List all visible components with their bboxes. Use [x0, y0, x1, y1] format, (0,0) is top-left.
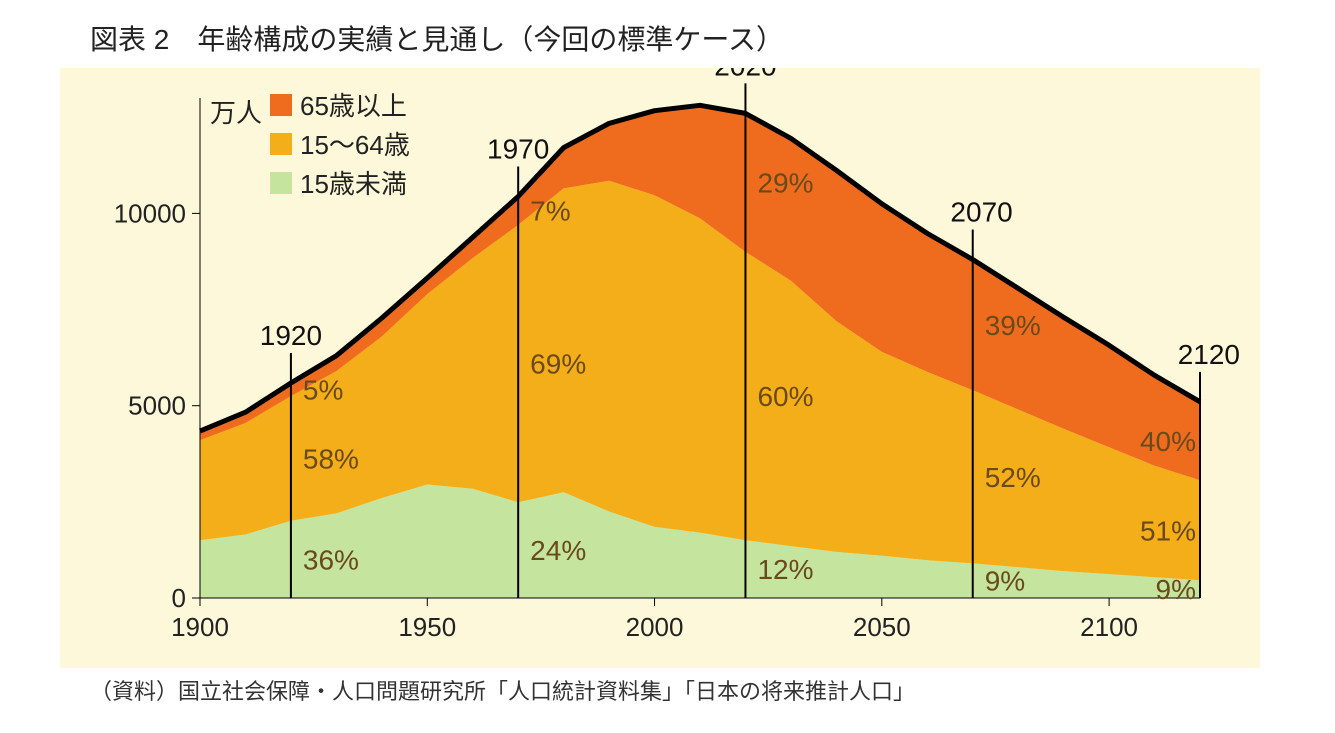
pct-label: 40%: [1140, 426, 1196, 457]
chart-svg: 0 5000 10000 万人 1900 1950 2000 2050 2100 1920 5% 58…: [60, 68, 1260, 668]
chart-container: 0 5000 10000 万人 1900 1950 2000 2050 2100 1920 5% 58…: [60, 68, 1260, 668]
x-tick-label: 1950: [398, 612, 456, 642]
callout-year: 1970: [487, 133, 549, 164]
callout-year: 1920: [260, 320, 322, 351]
x-tick-label: 1900: [171, 612, 229, 642]
x-tick-label: 2100: [1080, 612, 1138, 642]
pct-label: 7%: [530, 196, 570, 227]
y-tick-label: 0: [172, 583, 186, 613]
legend-label-age1564: 15～64歳: [300, 125, 410, 162]
legend-item-over65: 65歳以上: [270, 86, 410, 123]
y-tick-label: 10000: [114, 198, 186, 228]
pct-label: 69%: [530, 349, 586, 380]
legend-label-over65: 65歳以上: [300, 86, 407, 123]
pct-label: 9%: [1156, 574, 1196, 605]
pct-label: 24%: [530, 535, 586, 566]
callout-year: 2070: [950, 197, 1012, 228]
x-tick-label: 2050: [853, 612, 911, 642]
pct-label: 5%: [303, 375, 343, 406]
pct-label: 52%: [985, 462, 1041, 493]
x-tick-label: 2000: [626, 612, 684, 642]
legend-swatch-age1564: [270, 133, 292, 155]
pct-label: 36%: [303, 544, 359, 575]
legend-label-under15: 15歳未満: [300, 164, 407, 201]
pct-label: 60%: [757, 381, 813, 412]
callout-year: 2120: [1178, 339, 1240, 370]
pct-label: 51%: [1140, 515, 1196, 546]
pct-label: 58%: [303, 443, 359, 474]
y-tick-label: 5000: [128, 391, 186, 421]
legend: 65歳以上 15～64歳 15歳未満: [270, 86, 410, 203]
legend-item-age1564: 15～64歳: [270, 125, 410, 162]
callout-year: 2020: [714, 68, 776, 81]
legend-item-under15: 15歳未満: [270, 164, 410, 201]
pct-label: 39%: [985, 310, 1041, 341]
pct-label: 12%: [757, 554, 813, 585]
legend-swatch-over65: [270, 94, 292, 116]
chart-source: （資料）国立社会保障・人口問題研究所「人口統計資料集」「日本の将来推計人口」: [90, 674, 1275, 706]
y-axis-label: 万人: [210, 98, 262, 128]
chart-title: 図表 2 年齢構成の実績と見通し（今回の標準ケース）: [90, 18, 1275, 58]
pct-label: 9%: [985, 566, 1025, 597]
legend-swatch-under15: [270, 172, 292, 194]
pct-label: 29%: [757, 168, 813, 199]
